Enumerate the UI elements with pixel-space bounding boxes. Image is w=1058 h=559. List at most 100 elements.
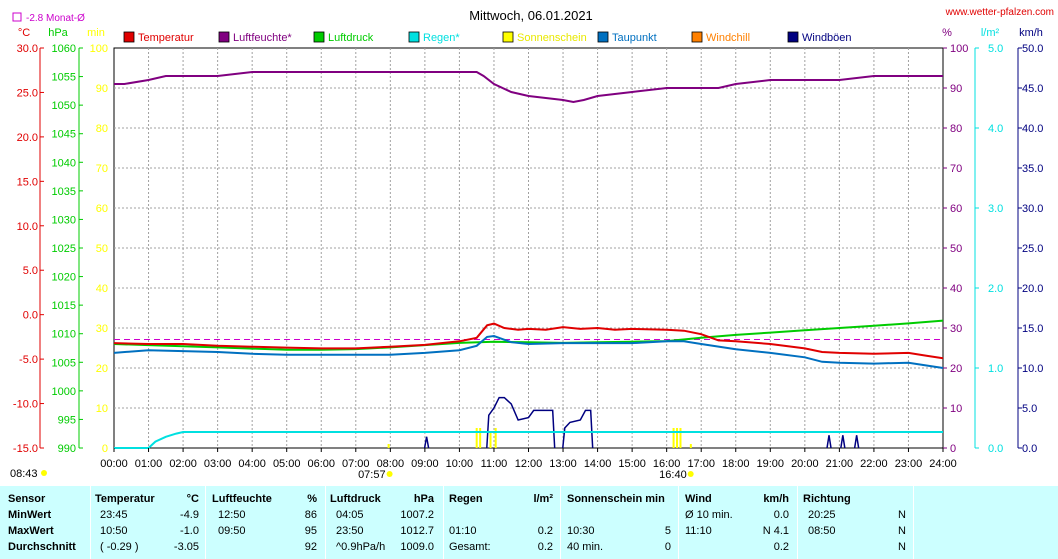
- table-cell-sun-time: 40 min.: [567, 541, 604, 553]
- table-cell-rain-val: 0.2: [537, 525, 553, 537]
- table-cell-temp-val: -4.9: [180, 509, 199, 521]
- x-tick-label: 07:00: [342, 458, 370, 470]
- humidity-tick-label: 40: [950, 283, 962, 295]
- legend-swatch: [691, 31, 703, 43]
- wind-tick-label: 40.0: [1022, 123, 1043, 135]
- temperature-tick-label: -10.0: [13, 399, 38, 411]
- sunshine-tick-label: 50: [96, 243, 108, 255]
- table-cell-hum-val: 95: [304, 525, 317, 537]
- x-tick-label: 15:00: [618, 458, 646, 470]
- wind-gust-line: [423, 396, 860, 449]
- chart-legend: Temperatur Luftfeuchte* Luftdruck Regen* Son…: [123, 31, 852, 44]
- chart-title: Mittwoch, 06.01.2021: [469, 8, 593, 23]
- pressure-tick-label: 990: [58, 443, 76, 455]
- x-axis: 00:00 01:00 02:00 03:00 04:00 05:00 06:00 07:00…: [100, 448, 957, 481]
- pressure-tick-label: 1050: [52, 100, 76, 112]
- pressure-tick-label: 1035: [52, 186, 76, 198]
- sunshine-tick-label: 80: [96, 123, 108, 135]
- chart-grid: [113, 47, 944, 449]
- legend-label: Windchill: [706, 32, 750, 44]
- sunshine-bar: [494, 428, 497, 448]
- humidity-tick-label: 50: [950, 243, 962, 255]
- legend-label: Taupunkt: [612, 32, 657, 44]
- header-pressure-unit: hPa: [413, 493, 434, 505]
- x-tick-label: 13:00: [549, 458, 577, 470]
- legend-label: Luftfeuchte*: [233, 32, 292, 44]
- x-tick-label: 20:00: [791, 458, 819, 470]
- legend-swatch: [313, 31, 325, 43]
- temperature-tick-label: 5.0: [23, 265, 38, 277]
- regen-line: [114, 431, 943, 449]
- sunshine-bar: [479, 428, 482, 448]
- header-rain-unit: l/m²: [533, 493, 553, 505]
- header-temperature-unit: °C: [186, 493, 199, 505]
- source-link: www.wetter-pfalzen.com: [945, 7, 1054, 18]
- table-cell-press-val: 1009.0: [400, 541, 434, 553]
- x-tick-label: 12:00: [515, 458, 543, 470]
- table-cell-wind-time: 11:10: [685, 525, 712, 537]
- table-cell-hum-time: 09:50: [218, 525, 246, 537]
- table-cell-wind-val: N 4.1: [762, 525, 789, 537]
- month-avg-label: -2.8 Monat-Ø: [26, 13, 85, 24]
- legend-swatch: [408, 31, 420, 43]
- wind-unit: km/h: [1019, 27, 1043, 39]
- table-cell-label: MinWert: [8, 509, 52, 521]
- wind-tick-label: 30.0: [1022, 203, 1043, 215]
- pressure-tick-label: 1045: [52, 129, 76, 141]
- wind-tick-label: 5.0: [1022, 403, 1037, 415]
- legend-swatch: [123, 31, 135, 43]
- header-humidity-unit: %: [307, 493, 317, 505]
- humidity-tick-label: 0: [950, 443, 956, 455]
- table-cell-temp-time: 23:45: [100, 509, 128, 521]
- table-cell-temp-val: -3.05: [173, 541, 199, 553]
- table-cell-wind-val: 0.2: [773, 541, 789, 553]
- humidity-tick-label: 60: [950, 203, 962, 215]
- table-cell-temp-val: -1.0: [180, 525, 199, 537]
- chart-series: [113, 71, 944, 449]
- sunset-label: 16:40: [659, 469, 687, 481]
- weather-chart: 30.0 25.0 20.0 15.0 10.0 5.0 0.0 -5.0 -10.0 -15.0…: [10, 7, 1054, 481]
- sunshine-bar: [689, 444, 692, 448]
- sunshine-bar: [387, 444, 390, 448]
- wind-tick-label: 25.0: [1022, 243, 1043, 255]
- table-cell-press-time: ^0.9hPa/h: [336, 541, 386, 553]
- table-cell-hum-time: 12:50: [218, 509, 246, 521]
- table-cell-dir-val: N: [898, 541, 906, 553]
- rain-tick-label: 1.0: [988, 363, 1003, 375]
- rain-tick-label: 2.0: [988, 283, 1003, 295]
- header-pressure: Luftdruck: [330, 493, 381, 505]
- sunrise-label: 07:57: [358, 469, 386, 481]
- temperature-tick-label: 20.0: [17, 132, 38, 144]
- table-cell-rain-time: Gesamt:: [449, 541, 491, 553]
- pressure-tick-label: 1020: [52, 272, 76, 284]
- table-cell-press-val: 1012.7: [400, 525, 434, 537]
- sunshine-tick-label: 20: [96, 363, 108, 375]
- wind-tick-label: 35.0: [1022, 163, 1043, 175]
- header-rain: Regen: [449, 493, 483, 505]
- humidity-tick-label: 70: [950, 163, 962, 175]
- month-avg-marker: [12, 12, 22, 22]
- sunrise-marker: [386, 471, 393, 477]
- humidity-tick-label: 20: [950, 363, 962, 375]
- table-cell-hum-val: 86: [304, 509, 317, 521]
- time-marker: [41, 470, 47, 476]
- temperatur-line: [113, 322, 944, 360]
- x-tick-label: 23:00: [895, 458, 923, 470]
- sunshine-tick-label: 40: [96, 283, 108, 295]
- table-cell-wind-val: 0.0: [773, 509, 789, 521]
- x-tick-label: 14:00: [584, 458, 612, 470]
- temperature-tick-label: -5.0: [19, 354, 38, 366]
- sunshine-tick-label: 0: [102, 443, 108, 455]
- taupunkt-line: [113, 334, 944, 369]
- legend-swatch: [597, 31, 609, 43]
- x-tick-label: 05:00: [273, 458, 301, 470]
- table-cell-temp-time: ( -0.29 ): [100, 541, 139, 553]
- table-cell-label: Durchschnitt: [8, 541, 76, 553]
- pressure-tick-label: 1025: [52, 243, 76, 255]
- x-tick-label: 19:00: [757, 458, 785, 470]
- statistics-table: Sensor Temperatur °C Luftfeuchte % Luftd…: [0, 486, 1058, 559]
- x-tick-label: 11:00: [481, 458, 508, 470]
- pressure-tick-label: 1055: [52, 72, 76, 84]
- table-cell-sun-val: 5: [664, 525, 671, 537]
- x-tick-label: 10:00: [446, 458, 474, 470]
